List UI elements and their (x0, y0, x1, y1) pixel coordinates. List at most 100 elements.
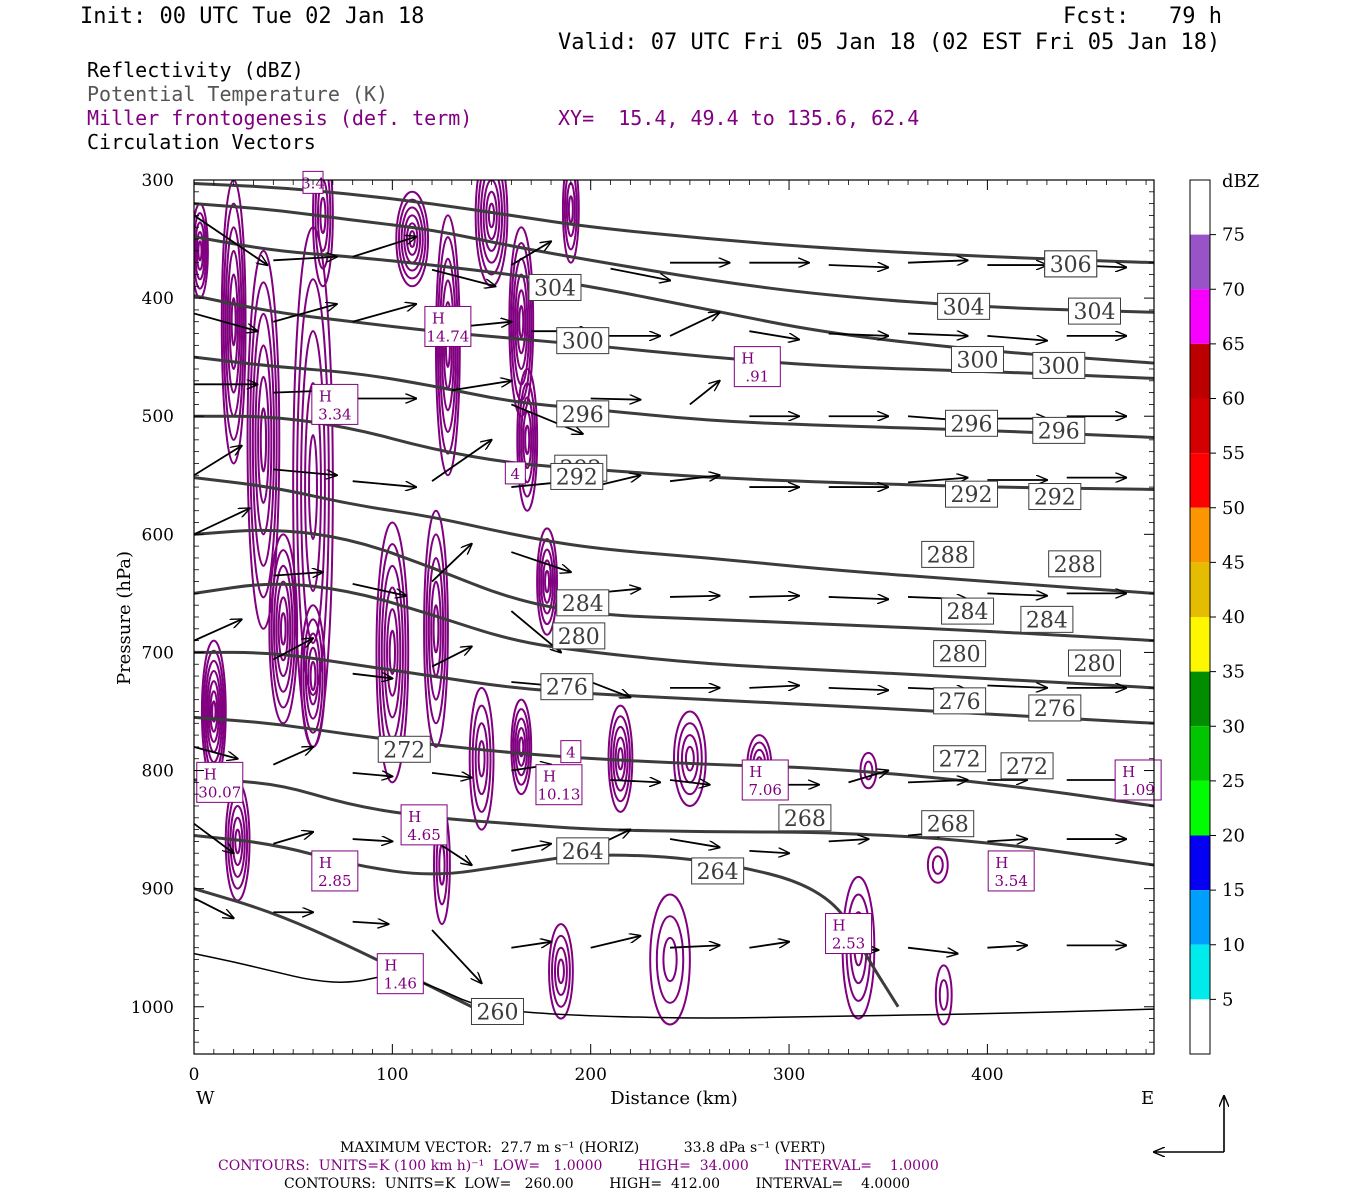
fronto-max-value: 14.74 (426, 327, 469, 345)
frontogenesis-contour (277, 596, 289, 662)
circulation-vector (749, 330, 799, 339)
theta-label: 296 (1038, 419, 1080, 444)
fronto-max-h: H (432, 309, 445, 327)
fronto-max-box (311, 850, 359, 892)
fronto-max-value: 3.54 (994, 872, 1027, 890)
circulation-vector (451, 381, 512, 392)
x-tick-label: 300 (773, 1065, 805, 1085)
fronto-max-box (376, 953, 424, 995)
theta-label: 296 (562, 403, 604, 428)
circulation-vector (908, 334, 968, 336)
colorbar-label: 45 (1222, 552, 1245, 573)
frontogenesis-contour (514, 717, 529, 777)
frontogenesis-contour (510, 698, 533, 796)
theta-label-box (556, 837, 610, 865)
theta-label: 304 (1073, 300, 1115, 325)
fronto-max-value: 1.09 (1121, 781, 1154, 799)
circulation-vector (828, 334, 889, 336)
frontogenesis-contour (673, 710, 707, 807)
circulation-vector (273, 572, 323, 576)
frontogenesis-contour (386, 608, 399, 697)
circulation-vector (908, 260, 968, 262)
y-tick-label: 400 (142, 289, 174, 309)
colorbar-segment (1190, 180, 1210, 235)
x-tick-label: 200 (574, 1065, 606, 1085)
reflectivity-colorbar: 75 70 65 60 55 50 45 40 35 30 25 20 15 10 5 (1189, 179, 1245, 1055)
frontogenesis-contour (397, 198, 427, 280)
theta-label-box (1032, 351, 1086, 379)
theta-contour-268 (194, 778, 1154, 867)
field-vectors: Circulation Vectors (87, 130, 316, 154)
colorbar-label: 5 (1222, 989, 1233, 1010)
theta-label-box (1044, 250, 1098, 278)
theta-label: 264 (697, 860, 739, 885)
fronto-max-value: 2.53 (832, 935, 865, 953)
fronto-max-h: H (204, 765, 217, 783)
theta-label-box (691, 857, 745, 885)
theta-contour-304 (194, 235, 1154, 365)
circulation-vector (907, 478, 968, 483)
frontogenesis-contour (400, 206, 424, 272)
field-theta: Potential Temperature (K) (87, 82, 389, 106)
colorbar-label: 25 (1222, 771, 1245, 792)
theta-label-box (540, 673, 594, 701)
colorbar-label: 35 (1222, 662, 1245, 683)
fronto-max-value: 1.46 (384, 975, 417, 993)
theta-label-box (950, 346, 1004, 374)
theta-label: 288 (1054, 553, 1096, 578)
frontogenesis-contour (474, 722, 489, 796)
circulation-vector (194, 897, 234, 918)
circulation-vector (749, 851, 789, 853)
frontogenesis-contour (536, 527, 558, 636)
frontogenesis-contour (304, 632, 322, 720)
cross-section-endpoints: XY= 15.4, 49.4 to 135.6, 62.4 (558, 106, 920, 130)
circulation-vector (848, 771, 889, 784)
circulation-vector (431, 929, 482, 983)
circulation-vector (431, 544, 472, 583)
fronto-max-box (424, 305, 472, 347)
colorbar-segment (1190, 780, 1210, 836)
frontogenesis-contour (538, 538, 556, 626)
colorbar-label: 20 (1222, 826, 1245, 847)
frontogenesis-contour (308, 434, 318, 541)
circulation-vector (511, 942, 551, 949)
circulation-vector (273, 304, 336, 323)
x-tick-label: 0 (189, 1065, 200, 1085)
theta-label: 268 (927, 813, 969, 838)
frontogenesis-contour (257, 375, 270, 504)
circulation-vector (590, 936, 641, 949)
colorbar-label: 50 (1222, 498, 1245, 519)
circulation-vector (907, 946, 958, 954)
colorbar-segment (1190, 944, 1210, 1000)
terrain-surface (194, 952, 1154, 1019)
theta-label: 284 (562, 592, 604, 617)
frontogenesis-contour (548, 923, 574, 1020)
fronto-max-box (733, 346, 781, 388)
circulation-vector (749, 686, 799, 688)
theta-label: 306 (1050, 253, 1092, 278)
fronto-small-box (504, 461, 526, 485)
frontogenesis-contour (514, 273, 529, 370)
fronto-small-box (560, 740, 582, 764)
theta-label-box (470, 997, 524, 1025)
frontogenesis-contour (518, 304, 525, 339)
fronto-max-h: H (995, 854, 1008, 872)
fronto-max-box (825, 913, 873, 955)
circulation-vector (987, 593, 1047, 595)
colorbar-segment (1190, 999, 1210, 1054)
fronto-max-box (987, 850, 1035, 892)
frontogenesis-contour (516, 367, 539, 512)
circulation-vector (828, 597, 889, 599)
theta-label-box (1032, 416, 1086, 444)
frontogenesis-contour (934, 964, 953, 1026)
theta-label: 304 (534, 276, 576, 301)
theta-label-box (1020, 605, 1074, 633)
circulation-vector (828, 839, 869, 841)
theta-label: 276 (546, 676, 588, 701)
frontogenesis-contour (655, 915, 685, 1004)
colorbar-label: 30 (1222, 716, 1245, 737)
circulation-vector (272, 638, 313, 661)
frontogenesis-contour (477, 180, 506, 276)
theta-label-box (933, 640, 987, 668)
theta-label-box (937, 292, 991, 320)
